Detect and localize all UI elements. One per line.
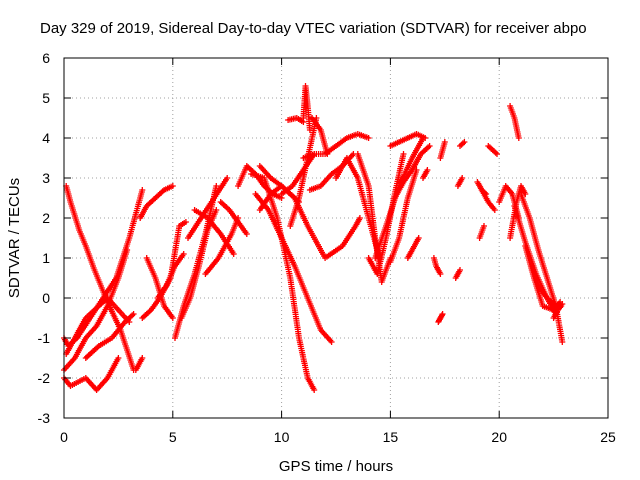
y-axis-label: SDTVAR / TECUs: [6, 178, 23, 298]
track-points: [387, 167, 420, 265]
track-52: [528, 263, 566, 309]
track-points: [550, 303, 565, 321]
track-points: [154, 251, 187, 301]
track-points: [452, 267, 463, 281]
track-37: [437, 139, 448, 161]
track-points: [137, 183, 176, 221]
y-tick-label: 2: [42, 210, 50, 226]
track-13: [185, 175, 231, 241]
y-tick-label: 3: [42, 170, 50, 186]
track-43: [478, 187, 498, 213]
y-tick-label: -3: [38, 410, 51, 426]
y-tick-label: 4: [42, 130, 50, 146]
track-24: [285, 115, 307, 125]
chart-title: Day 329 of 2019, Sidereal Day-to-day VTE…: [40, 20, 587, 37]
x-tick-label: 10: [274, 429, 290, 445]
track-points: [354, 151, 394, 285]
track-points: [430, 255, 444, 277]
track-points: [217, 199, 250, 237]
track-36: [435, 311, 446, 325]
track-points: [404, 235, 422, 261]
y-tick-label: 0: [42, 290, 50, 306]
track-points: [252, 191, 335, 345]
track-points: [457, 139, 468, 149]
track-10: [154, 251, 187, 301]
x-tick-label: 25: [600, 429, 616, 445]
track-27: [300, 131, 372, 161]
x-tick-label: 20: [491, 429, 507, 445]
x-tick-label: 5: [169, 429, 177, 445]
track-points: [420, 167, 431, 181]
track-points: [454, 175, 466, 189]
track-points: [435, 311, 446, 325]
track-30: [354, 151, 394, 285]
track-49: [518, 191, 566, 345]
track-16: [217, 199, 250, 237]
y-tick-label: -1: [38, 330, 51, 346]
track-19: [252, 191, 335, 345]
x-tick-label: 0: [60, 429, 68, 445]
data-points: [61, 83, 566, 393]
track-33: [387, 131, 429, 149]
track-points: [391, 143, 433, 201]
track-38: [430, 255, 444, 277]
track-points: [476, 223, 487, 241]
track-points: [478, 187, 498, 213]
track-points: [528, 263, 566, 309]
track-39: [452, 267, 463, 281]
track-points: [248, 171, 318, 393]
y-tick-label: -2: [38, 370, 51, 386]
track-points: [437, 139, 448, 161]
track-points: [387, 131, 429, 149]
track-points: [300, 83, 313, 133]
axis-ticks: 0 5 10 15 20 25 -3 -2 -1 0 1 2 3 4 5 6: [38, 50, 616, 445]
track-15: [202, 215, 242, 277]
track-47: [507, 103, 522, 141]
x-axis-label: GPS time / hours: [279, 458, 393, 475]
track-35: [387, 167, 420, 265]
track-18: [248, 171, 318, 393]
track-points: [202, 215, 242, 277]
y-tick-label: 1: [42, 250, 50, 266]
x-tick-label: 15: [383, 429, 399, 445]
track-points: [285, 115, 307, 125]
track-7: [137, 183, 176, 221]
track-40: [454, 175, 466, 189]
y-tick-label: 5: [42, 90, 50, 106]
track-5: [132, 355, 146, 373]
track-4: [63, 295, 133, 357]
track-53: [550, 303, 565, 321]
y-tick-label: 6: [42, 50, 50, 66]
track-points: [132, 355, 146, 373]
track-25: [300, 83, 313, 133]
track-34: [391, 143, 433, 201]
track-points: [300, 131, 372, 161]
track-45: [485, 143, 500, 157]
track-points: [507, 103, 522, 141]
track-54: [420, 167, 431, 181]
track-points: [82, 311, 137, 361]
track-55: [404, 235, 422, 261]
track-points: [63, 295, 133, 357]
track-points: [185, 175, 231, 241]
track-6: [82, 311, 137, 361]
track-41: [457, 139, 468, 149]
track-44: [476, 223, 487, 241]
plot-frame: [63, 57, 609, 419]
track-points: [518, 191, 566, 345]
track-points: [485, 143, 500, 157]
